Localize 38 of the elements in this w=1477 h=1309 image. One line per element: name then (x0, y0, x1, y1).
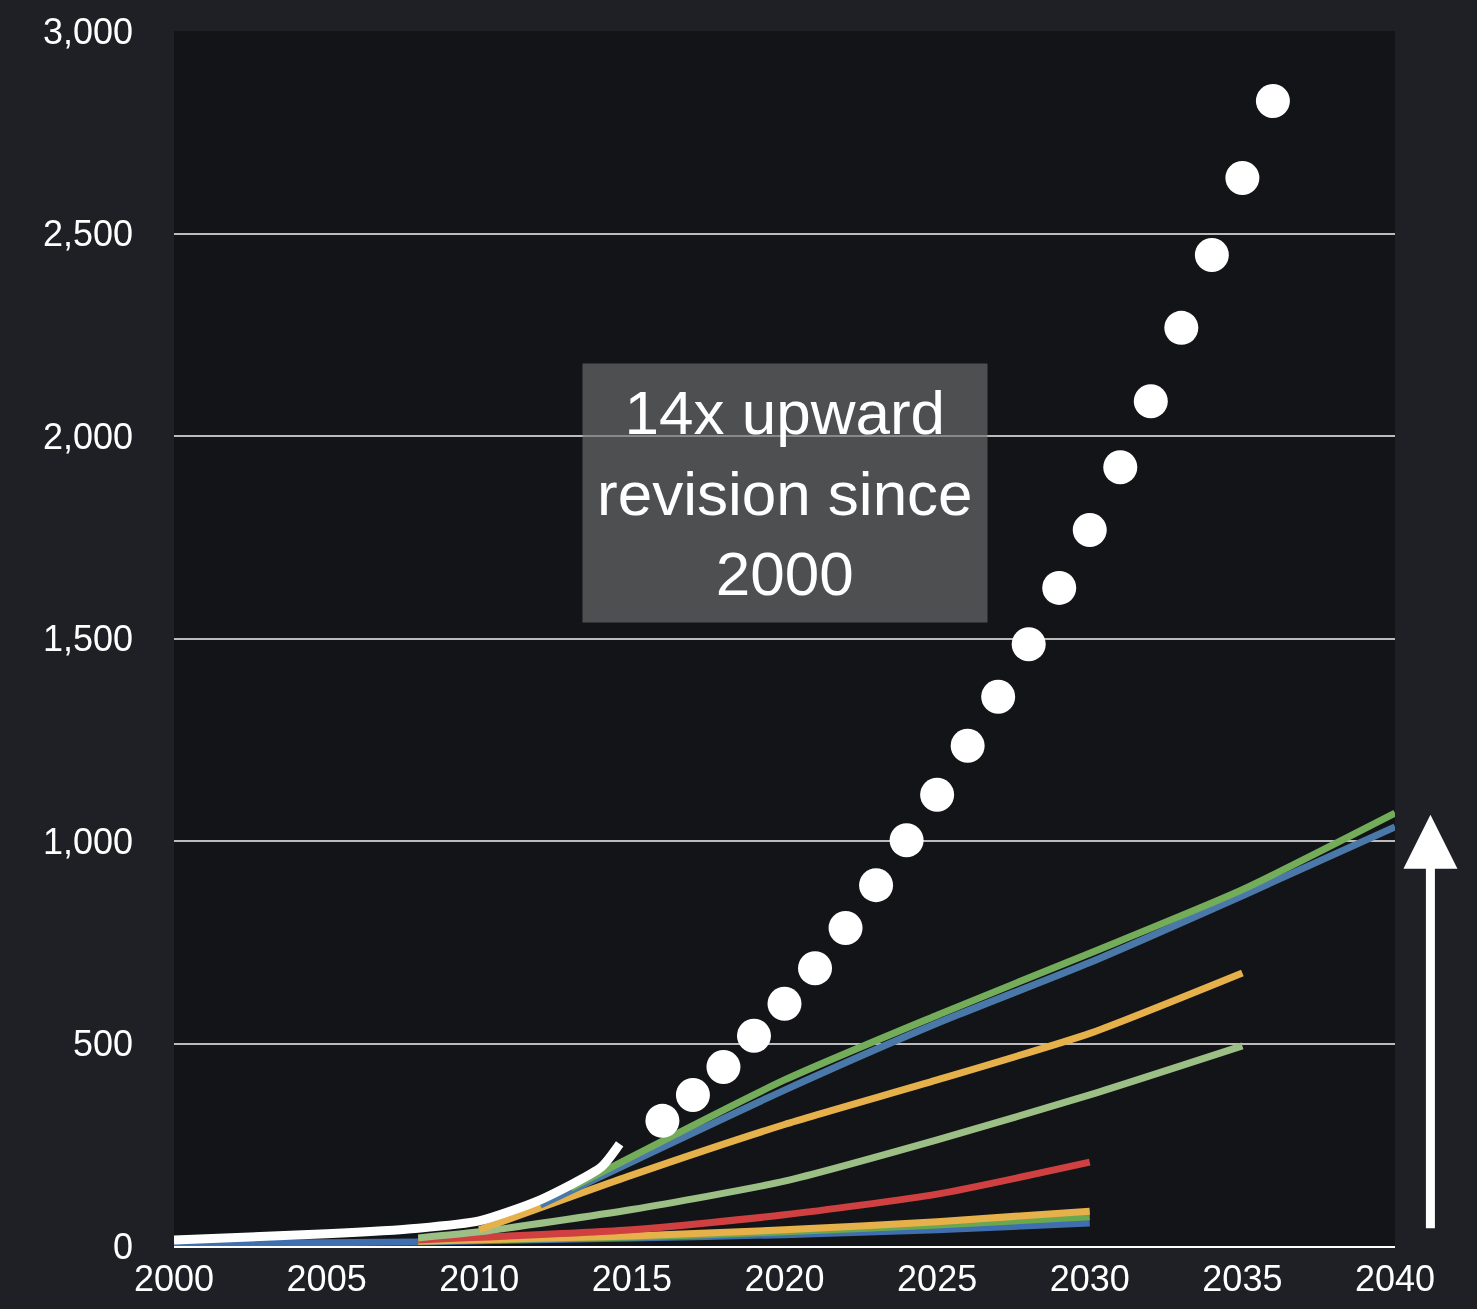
y-tick-label: 2,500 (42, 213, 133, 255)
x-tick-label: 2040 (1354, 1258, 1436, 1300)
y-tick-label: 1,500 (42, 618, 133, 660)
y-tick-label: 0 (112, 1225, 133, 1267)
y-tick-label: 3,000 (42, 10, 133, 52)
point (950, 728, 985, 763)
y-tick-label: 1,000 (42, 820, 133, 862)
point (798, 951, 833, 986)
y-tick-label: 2,000 (42, 415, 133, 457)
point (1133, 384, 1168, 419)
point (1194, 237, 1229, 272)
y-tick-label: 500 (72, 1023, 133, 1065)
point (736, 1018, 771, 1053)
x-tick-label: 2035 (1202, 1258, 1283, 1300)
point (859, 868, 894, 903)
x-tick-label: 2010 (439, 1258, 520, 1300)
point (1255, 84, 1290, 119)
point (1072, 512, 1107, 547)
point (1164, 310, 1199, 345)
annotation: 14x upward revision since 2000 (597, 378, 973, 609)
point (1011, 627, 1046, 662)
point (1103, 450, 1138, 485)
point (767, 986, 802, 1021)
point (889, 823, 924, 858)
point (675, 1077, 710, 1112)
point (706, 1049, 741, 1084)
point (920, 777, 955, 812)
point (1225, 161, 1260, 195)
point (981, 679, 1016, 714)
x-tick-label: 2000 (133, 1258, 215, 1300)
x-tick-label: 2020 (744, 1258, 825, 1300)
x-tick-label: 2015 (591, 1258, 672, 1300)
x-tick-label: 2005 (286, 1258, 367, 1300)
x-tick-label: 2030 (1049, 1258, 1130, 1300)
point (828, 911, 863, 946)
point (1042, 570, 1077, 605)
point (645, 1103, 680, 1138)
x-tick-label: 2025 (897, 1258, 978, 1300)
